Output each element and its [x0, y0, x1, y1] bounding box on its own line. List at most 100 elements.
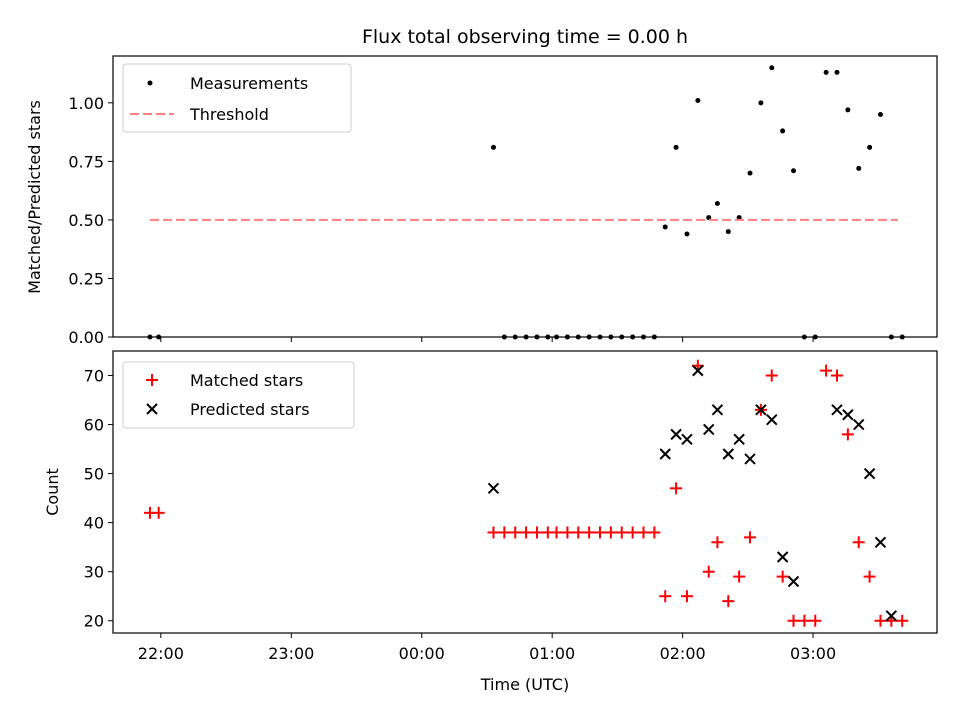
predicted-stars-point [885, 610, 898, 622]
matched-stars-point [509, 526, 522, 539]
matched-stars-point [152, 506, 165, 519]
measurement-point [769, 65, 775, 71]
y-tick-label: 30 [84, 563, 104, 582]
y-tick-label: 0.75 [68, 152, 104, 171]
matched-stars-point [648, 526, 661, 539]
predicted-stars-point [703, 423, 715, 436]
predicted-stars-point [670, 428, 682, 441]
measurement-point [714, 201, 720, 207]
matched-stars-point [680, 590, 693, 603]
y-axis-label-bottom: Count [43, 468, 62, 516]
matched-stars-point [852, 536, 865, 549]
predicted-stars-point [487, 482, 500, 495]
y-axis-label-top: Matched/Predicted stars [25, 100, 44, 294]
legend-box-bottom [122, 361, 355, 429]
matched-stars-point [550, 526, 563, 539]
legend-bottom: Matched stars Predicted stars [122, 361, 355, 429]
y-tick-label: 70 [84, 367, 104, 386]
matched-stars-point [498, 526, 511, 539]
predicted-stars-point [787, 575, 800, 588]
matched-stars-point [820, 364, 833, 377]
matched-stars-point [809, 614, 822, 627]
predicted-stars-point [744, 453, 756, 465]
matched-stars-point [702, 565, 715, 578]
predicted-stars-point [863, 467, 876, 480]
predicted-stars-point [874, 536, 887, 548]
matched-stars-point [583, 526, 596, 539]
x-axis-label: Time (UTC) [480, 675, 569, 694]
matched-stars-point [733, 570, 746, 583]
matched-stars-point [711, 536, 724, 549]
matched-stars-point [874, 614, 887, 627]
measurement-point [490, 144, 496, 150]
y-tick-label: 0.00 [68, 328, 104, 347]
matched-stars-point [765, 369, 778, 382]
legend-label-measurements: Measurements [190, 74, 308, 93]
y-tick-label: 40 [84, 514, 104, 533]
x-tick-label: 22:00 [138, 644, 184, 663]
y-tick-label: 50 [84, 465, 104, 484]
legend-marker-predicted [146, 403, 158, 415]
matched-stars-point [841, 428, 854, 441]
predicted-stars-point [722, 448, 734, 460]
predicted-stars-point [733, 433, 745, 445]
x-tick-label: 01:00 [529, 644, 575, 663]
y-tick-label: 60 [84, 416, 104, 435]
matched-stars-point [659, 590, 672, 603]
measurement-point [823, 69, 829, 75]
matched-stars-point [561, 526, 574, 539]
predicted-stars-point [659, 448, 671, 460]
measurement-point [736, 215, 742, 221]
matched-stars-point [594, 526, 607, 539]
legend-marker-measurements [147, 80, 153, 86]
matched-stars-point [896, 614, 909, 627]
legend-box-top [122, 63, 352, 133]
bottom-panel-axes: 20 30 40 50 60 70 22:00 23:00 00:00 01:00 02:00 03:… [84, 350, 938, 663]
y-tick-label: 0.50 [68, 211, 104, 230]
predicted-stars-point [853, 418, 865, 431]
measurement-point [673, 144, 679, 150]
legend-label-threshold: Threshold [189, 105, 269, 124]
legend-marker-matched [146, 374, 158, 386]
matched-stars-point [722, 595, 735, 608]
matched-stars-point [670, 482, 683, 495]
matched-stars-point [787, 614, 800, 627]
top-panel-marks [147, 65, 905, 340]
measurement-point [845, 107, 851, 113]
measurement-point [791, 168, 797, 174]
matched-stars-point [615, 526, 628, 539]
matched-stars-point [487, 526, 500, 539]
predicted-stars-point [681, 433, 693, 445]
bottom-panel-marks [143, 359, 909, 627]
matched-stars-point [520, 526, 533, 539]
x-tick-label: 03:00 [790, 644, 836, 663]
legend-top: Measurements Threshold [122, 63, 352, 133]
measurement-point [834, 69, 840, 75]
measurement-point [695, 97, 701, 103]
measurement-point [867, 144, 873, 150]
y-tick-label: 0.25 [68, 269, 104, 288]
x-tick-label: 00:00 [399, 644, 445, 663]
measurement-point [877, 112, 883, 118]
chart-title: Flux total observing time = 0.00 h [362, 26, 688, 48]
matched-stars-point [798, 614, 811, 627]
predicted-stars-point [692, 364, 704, 377]
matched-stars-point [744, 531, 757, 544]
predicted-stars-point [766, 413, 778, 426]
predicted-stars-point [842, 409, 854, 421]
measurement-point [780, 128, 786, 134]
predicted-stars-point [831, 404, 843, 416]
matched-stars-point [530, 526, 543, 539]
matched-stars-point [637, 526, 650, 539]
x-tick-label: 23:00 [268, 644, 314, 663]
measurement-point [758, 100, 764, 106]
predicted-stars-point [776, 551, 789, 563]
matched-stars-point [604, 526, 617, 539]
y-tick-label: 1.00 [68, 94, 104, 113]
measurement-point [747, 170, 753, 176]
measurement-point [662, 224, 668, 230]
matched-stars-point [626, 526, 639, 539]
predicted-stars-point [755, 404, 767, 416]
measurements-panel: Flux total observing time = 0.00 h Match… [25, 26, 938, 347]
axes-frame [112, 55, 938, 338]
